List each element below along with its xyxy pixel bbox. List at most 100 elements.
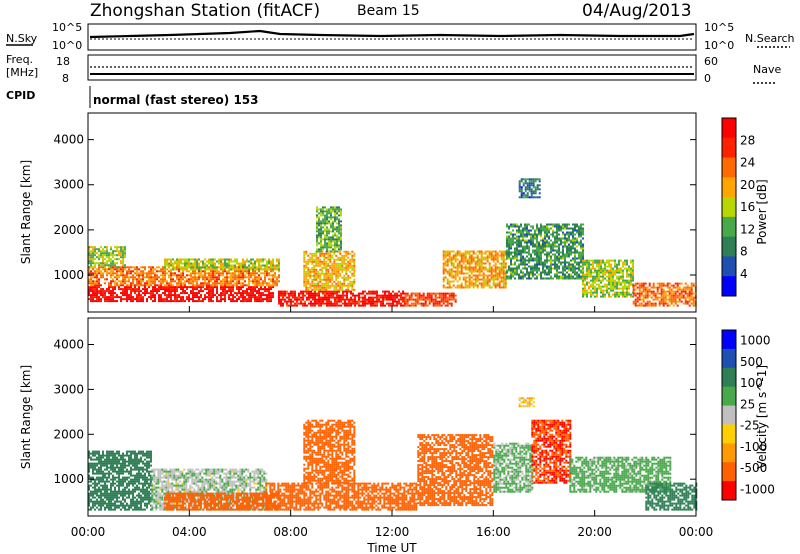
- data-cell: [250, 294, 252, 297]
- data-cell: [102, 274, 104, 277]
- data-cell: [254, 284, 256, 287]
- data-cell: [520, 180, 523, 183]
- data-cell: [242, 272, 244, 275]
- data-cell: [348, 300, 350, 303]
- data-cell: [88, 496, 90, 499]
- data-cell: [96, 274, 98, 277]
- data-cell: [307, 268, 310, 271]
- data-cell: [226, 280, 228, 283]
- data-cell: [188, 258, 190, 261]
- data-cell: [186, 266, 188, 269]
- data-cell: [664, 302, 667, 305]
- data-cell: [260, 300, 262, 303]
- data-cell: [330, 226, 332, 229]
- data-cell: [208, 290, 210, 293]
- data-cell: [92, 286, 94, 289]
- data-cell: [94, 292, 96, 295]
- data-cell: [194, 264, 196, 267]
- data-cell: [576, 241, 578, 244]
- data-cell: [182, 292, 184, 295]
- data-cell: [138, 272, 140, 275]
- data-cell: [522, 194, 525, 197]
- data-cell: [339, 266, 342, 269]
- data-cell: [124, 280, 126, 283]
- data-cell: [112, 288, 114, 291]
- data-cell: [686, 302, 689, 305]
- data-cell: [216, 286, 218, 289]
- data-cell: [150, 296, 152, 299]
- data-cell: [307, 262, 310, 265]
- data-cell: [690, 282, 693, 285]
- data-cell: [152, 300, 154, 303]
- data-cell: [338, 214, 340, 217]
- data-cell: [394, 294, 396, 297]
- data-cell: [132, 284, 134, 287]
- data-cell: [162, 300, 164, 303]
- data-cell: [504, 278, 507, 281]
- data-cell: [258, 300, 260, 303]
- data-cell: [194, 262, 196, 265]
- data-cell: [98, 254, 100, 257]
- data-cell: [518, 235, 520, 238]
- data-cell: [345, 284, 348, 287]
- data-cell: [186, 280, 188, 283]
- data-cell: [116, 276, 118, 279]
- data-cell: [600, 275, 602, 278]
- data-cell: [317, 264, 320, 267]
- data-cell: [568, 243, 570, 246]
- data-cell: [464, 276, 467, 279]
- data-cell: [498, 284, 501, 287]
- data-cell: [168, 270, 170, 273]
- data-cell: [472, 282, 475, 285]
- data-cell: [324, 292, 326, 295]
- data-cell: [568, 233, 570, 236]
- data-cell: [224, 270, 226, 273]
- data-cell: [520, 249, 522, 252]
- data-cell: [690, 296, 693, 299]
- data-cell: [110, 254, 112, 257]
- data-cell: [142, 278, 144, 281]
- data-cell: [318, 296, 320, 299]
- data-cell: [626, 271, 628, 274]
- data-cell: [672, 290, 675, 293]
- data-cell: [327, 264, 330, 267]
- data-cell: [550, 271, 552, 274]
- data-cell: [536, 263, 538, 266]
- data-cell: [90, 290, 92, 293]
- data-cell: [480, 254, 483, 257]
- data-cell: [303, 268, 306, 271]
- data-cell: [138, 294, 140, 297]
- data-cell: [572, 239, 574, 242]
- data-cell: [142, 288, 144, 291]
- data-cell: [580, 265, 582, 268]
- data-cell: [234, 292, 236, 295]
- data-cell: [474, 270, 477, 273]
- data-cell: [550, 275, 552, 278]
- data-cell: [500, 254, 503, 257]
- data-cell: [192, 292, 194, 295]
- data-cell: [286, 292, 288, 295]
- data-cell: [294, 292, 296, 295]
- data-cell: [305, 264, 308, 267]
- data-cell: [570, 251, 572, 254]
- data-cell: [536, 223, 538, 226]
- data-cell: [638, 298, 641, 301]
- data-cell: [602, 279, 604, 282]
- data-cell: [452, 294, 455, 297]
- data-cell: [96, 452, 98, 455]
- data-cell: [488, 284, 491, 287]
- data-cell: [294, 302, 296, 305]
- data-cell: [108, 268, 110, 271]
- data-cell: [334, 208, 336, 211]
- data-cell: [332, 230, 334, 233]
- data-cell: [212, 276, 214, 279]
- colorbar-swatch: [722, 276, 736, 297]
- data-cell: [230, 282, 232, 285]
- data-cell: [692, 292, 695, 295]
- data-cell: [588, 275, 590, 278]
- data-cell: [222, 258, 224, 261]
- data-cell: [122, 256, 124, 259]
- data-cell: [600, 287, 602, 290]
- data-cell: [574, 239, 576, 242]
